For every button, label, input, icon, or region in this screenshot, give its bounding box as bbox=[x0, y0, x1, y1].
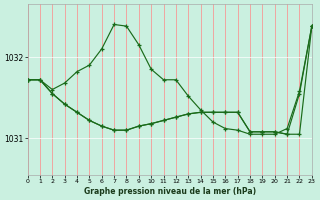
X-axis label: Graphe pression niveau de la mer (hPa): Graphe pression niveau de la mer (hPa) bbox=[84, 187, 256, 196]
